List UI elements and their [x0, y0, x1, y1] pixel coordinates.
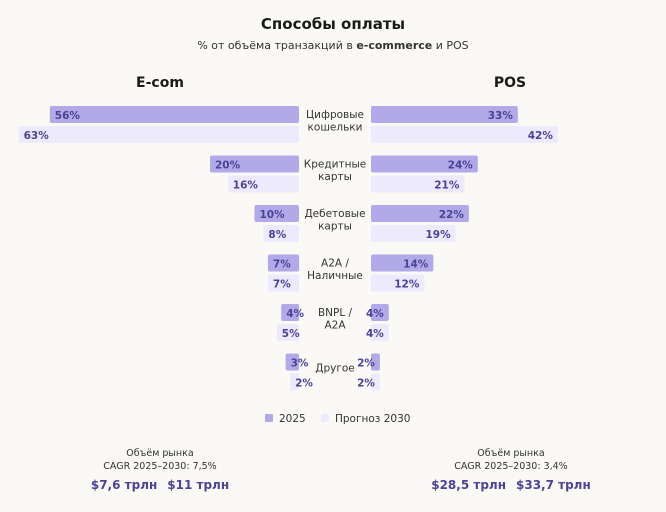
bar-ecom-2025-5-label: 3% — [291, 358, 309, 370]
market-pos-2025: $28,5 трлн — [431, 478, 506, 492]
bar-ecom-2025-1-label: 20% — [215, 160, 241, 172]
bar-pos-2030-2-label: 19% — [425, 229, 451, 241]
bar-pos-2025-0 — [371, 106, 518, 123]
market-pos-line1: Объём рынка — [477, 448, 544, 459]
bar-pos-2030-4-label: 4% — [366, 328, 384, 340]
market-ecom-cagr: CAGR 2025–2030: 7,5% — [103, 461, 216, 472]
bar-pos-2025-0-label: 33% — [488, 110, 514, 122]
bar-pos-2025-1 — [371, 155, 478, 173]
legend-label-2030: Прогноз 2030 — [335, 413, 410, 425]
bar-ecom-2025-0-label: 56% — [55, 110, 81, 122]
chart-title: Способы оплаты — [261, 15, 405, 33]
category-label-3-0: A2A / — [321, 258, 349, 270]
category-label-4-1: A2A — [324, 320, 346, 332]
bar-ecom-2030-4 — [276, 324, 300, 341]
bar-pos-2025-5 — [371, 353, 380, 371]
legend: 2025 Прогноз 2030 — [265, 413, 410, 425]
panel-title-ecom: E-com — [136, 75, 184, 91]
market-pos-cagr: CAGR 2025–2030: 3,4% — [454, 461, 567, 472]
bar-ecom-2025-4 — [281, 304, 299, 321]
bar-ecom-2030-5 — [290, 373, 299, 391]
bar-ecom-2025-3-label: 7% — [273, 259, 291, 271]
bar-pos-2030-3 — [371, 274, 425, 292]
bar-ecom-2030-0 — [18, 126, 299, 143]
market-pos: Объём рынка CAGR 2025–2030: 3,4% $28,5 т… — [431, 448, 591, 492]
bar-pos-2025-3 — [371, 254, 434, 272]
bar-pos-2030-3-label: 12% — [394, 279, 420, 291]
bar-pos-2025-3-label: 14% — [403, 259, 429, 271]
category-label-0-1: кошельки — [308, 122, 363, 134]
bar-pos-2030-0-label: 42% — [528, 130, 554, 142]
bar-ecom-2030-1 — [227, 175, 299, 193]
bar-ecom-2030-2 — [263, 225, 299, 242]
bars-group: 56% 63% 33% 42% 20% 16% 24% 21% 10% 8% 22% 19% 7% 7% 1… — [18, 106, 558, 391]
panel-title-pos: POS — [494, 75, 526, 91]
bar-ecom-2025-2-label: 10% — [260, 209, 286, 221]
bar-ecom-2025-1 — [210, 155, 299, 173]
bar-pos-2025-2 — [371, 205, 469, 222]
bar-pos-2030-0 — [371, 126, 558, 143]
category-label-1-1: карты — [318, 171, 352, 183]
bar-ecom-2030-2-label: 8% — [268, 229, 286, 241]
market-ecom: Объём рынка CAGR 2025–2030: 7,5% $7,6 тр… — [91, 448, 229, 492]
bar-pos-2025-2-label: 22% — [439, 209, 465, 221]
category-label-4-0: BNPL / — [318, 307, 353, 319]
market-ecom-2030: $11 трлн — [167, 478, 229, 492]
bar-ecom-2025-3 — [267, 254, 300, 272]
category-labels: ЦифровыекошелькиКредитныекартыДебетовыек… — [304, 109, 366, 375]
bar-pos-2030-5 — [371, 373, 380, 391]
bar-ecom-2025-5 — [285, 353, 299, 371]
bar-pos-2025-4-label: 4% — [366, 308, 384, 320]
bar-pos-2025-4 — [371, 304, 389, 321]
legend-label-2025: 2025 — [279, 413, 306, 425]
bar-ecom-2030-0-label: 63% — [24, 130, 50, 142]
market-pos-values: $28,5 трлн $33,7 трлн — [431, 478, 591, 492]
bar-ecom-2025-2 — [254, 205, 299, 222]
legend-swatch-2030 — [321, 414, 329, 422]
subtitle-bold: e-commerce — [356, 39, 432, 52]
bar-ecom-2030-3 — [267, 274, 300, 292]
bar-pos-2030-1 — [371, 175, 465, 193]
bar-ecom-2030-4-label: 5% — [282, 328, 300, 340]
market-pos-2030: $33,7 трлн — [516, 478, 591, 492]
bar-ecom-2030-5-label: 2% — [295, 378, 313, 390]
category-label-0-0: Цифровые — [306, 109, 364, 121]
bar-pos-2030-4 — [371, 324, 389, 341]
bar-ecom-2025-0 — [49, 106, 299, 123]
subtitle-post: и POS — [432, 39, 468, 52]
market-ecom-values: $7,6 трлн $11 трлн — [91, 478, 229, 492]
market-ecom-2025: $7,6 трлн — [91, 478, 157, 492]
category-label-5-0: Другое — [315, 363, 354, 375]
category-label-2-1: карты — [318, 221, 352, 233]
bar-pos-2025-5-label: 2% — [357, 358, 375, 370]
bar-pos-2025-1-label: 24% — [448, 160, 474, 172]
legend-swatch-2025 — [265, 414, 273, 422]
category-label-3-1: Наличные — [307, 270, 363, 282]
bar-ecom-2030-1-label: 16% — [233, 180, 259, 192]
bar-ecom-2030-3-label: 7% — [273, 279, 291, 291]
bar-pos-2030-2 — [371, 225, 456, 242]
bar-pos-2030-1-label: 21% — [434, 180, 460, 192]
market-ecom-line1: Объём рынка — [126, 448, 193, 459]
category-label-2-0: Дебетовые — [304, 208, 365, 220]
bar-pos-2030-5-label: 2% — [357, 378, 375, 390]
bar-ecom-2025-4-label: 4% — [286, 308, 304, 320]
subtitle-pre: % от объёма транзакций в — [197, 39, 356, 52]
chart-subtitle: % от объёма транзакций в e-commerce и PO… — [197, 39, 468, 52]
category-label-1-0: Кредитные — [304, 159, 366, 171]
